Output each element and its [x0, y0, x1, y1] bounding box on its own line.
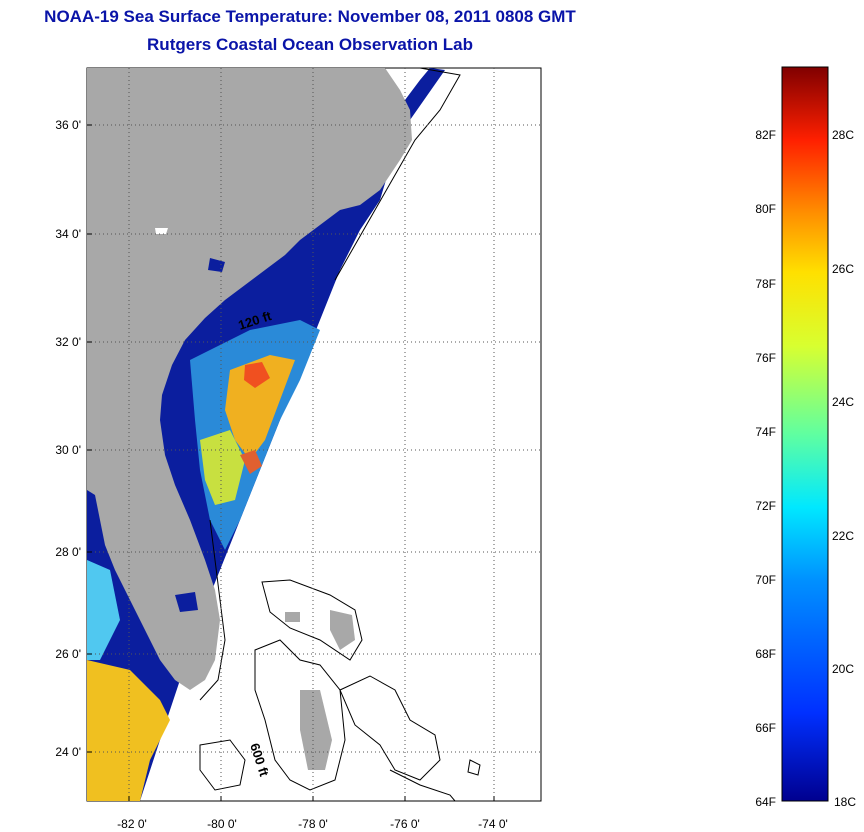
map-subtitle: Rutgers Coastal Ocean Observation Lab [147, 35, 473, 54]
sst-keys-patch [87, 660, 170, 801]
cb-label-20C: 20C [832, 662, 854, 676]
cb-label-66F: 66F [755, 721, 776, 735]
lon-label-76: -76 0' [390, 817, 420, 831]
cb-label-22C: 22C [832, 529, 854, 543]
cb-label-26C: 26C [832, 262, 854, 276]
lon-label-74: -74 0' [478, 817, 508, 831]
land-abaco [330, 610, 355, 650]
lon-label-80: -80 0' [207, 817, 237, 831]
cb-label-74F: 74F [755, 425, 776, 439]
colorbar-celsius-labels: 28C 26C 24C 22C 20C 18C [832, 128, 856, 809]
colorbar [781, 66, 829, 802]
cb-label-18C: 18C [834, 795, 856, 809]
lat-label-32: 32 0' [55, 335, 81, 349]
lat-label-36: 36 0' [55, 118, 81, 132]
cb-label-24C: 24C [832, 395, 854, 409]
cb-label-78F: 78F [755, 277, 776, 291]
lat-label-34: 34 0' [55, 227, 81, 241]
land-mainland [87, 68, 412, 690]
lat-label-26: 26 0' [55, 647, 81, 661]
sst-gulf-stream-patch [225, 355, 295, 460]
cb-label-76F: 76F [755, 351, 776, 365]
land-andros [300, 690, 332, 770]
cb-label-82F: 82F [755, 128, 776, 142]
map-title: NOAA-19 Sea Surface Temperature: Novembe… [44, 7, 576, 26]
colorbar-fahrenheit-labels: 82F 80F 78F 76F 74F 72F 70F 68F 66F 64F [755, 128, 776, 809]
cb-label-68F: 68F [755, 647, 776, 661]
cb-label-80F: 80F [755, 202, 776, 216]
cb-label-72F: 72F [755, 499, 776, 513]
cb-label-70F: 70F [755, 573, 776, 587]
lon-label-78: -78 0' [298, 817, 328, 831]
lat-label-28: 28 0' [55, 545, 81, 559]
lat-label-30: 30 0' [55, 443, 81, 457]
lat-label-24: 24 0' [55, 745, 81, 759]
cb-label-64F: 64F [755, 795, 776, 809]
cb-label-28C: 28C [832, 128, 854, 142]
lon-label-82: -82 0' [117, 817, 147, 831]
